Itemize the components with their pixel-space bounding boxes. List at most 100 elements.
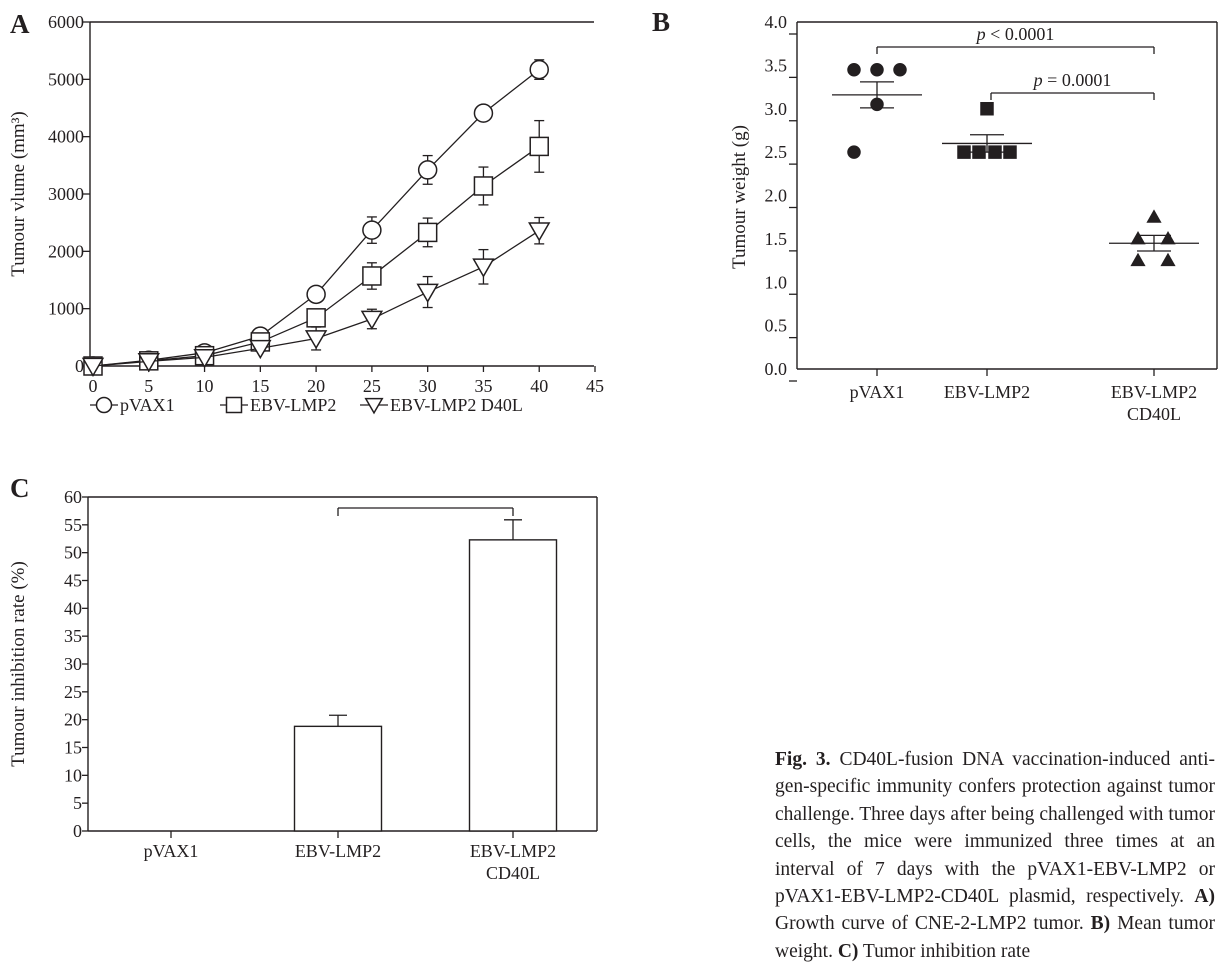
panel-label-b: B — [652, 7, 670, 37]
legend-marker-triangle-down — [364, 397, 384, 415]
y-tick-label-b: 1.5 — [765, 229, 788, 249]
data-point-triangle-down — [528, 222, 551, 242]
data-point-triangle-down — [81, 357, 105, 377]
caption-c-text: Tumor inhibition rate — [858, 940, 1031, 962]
y-axis-label-b: Tumour weight (g) — [729, 125, 750, 269]
y-tick-label-c: 50 — [64, 543, 82, 563]
x-tick-label-a: 0 — [89, 376, 98, 396]
y-tick-label-a: 6000 — [48, 12, 84, 32]
p-value: = 0.0001 — [1043, 70, 1112, 90]
p-value: < 0.0001 — [986, 24, 1055, 44]
y-tick-label-c: 20 — [64, 710, 82, 730]
y-tick-label-c: 0 — [73, 821, 82, 841]
caption-a-text: Growth curve of CNE-2-LMP2 tumor. — [775, 913, 1091, 935]
y-tick-label-b: 0.0 — [765, 359, 788, 379]
y-tick-label-c: 45 — [64, 571, 82, 591]
y-tick-label-a: 3000 — [48, 184, 84, 204]
y-tick-label-b: 2.0 — [765, 186, 788, 206]
x-category-label-c: EBV-LMP2 — [295, 841, 381, 861]
x-tick-label-a: 20 — [307, 376, 325, 396]
caption-b-label: B) — [1090, 913, 1111, 935]
data-point-triangle — [1160, 231, 1176, 245]
y-tick-label-a: 5000 — [48, 69, 84, 89]
data-point-circle — [362, 220, 382, 240]
caption-c-label: C) — [837, 940, 859, 962]
y-tick-label-b: 0.5 — [765, 316, 788, 336]
x-category-label-b: pVAX1 — [850, 382, 905, 402]
y-tick-label-c: 5 — [73, 793, 82, 813]
data-point-triangle — [1130, 252, 1146, 267]
data-point-triangle-down — [360, 310, 384, 330]
panel-b-scatter-chart: 0.0 0.5 1.0 1.5 2.0 2.5 3.0 3.5 4.0 pVAX1 EBV-LMP2… — [729, 12, 1218, 424]
y-tick-label-c: 40 — [64, 598, 82, 618]
y-tick-label-c: 25 — [64, 682, 82, 702]
data-point-circle — [847, 145, 861, 159]
data-point-square — [417, 222, 438, 243]
data-point-triangle-down — [249, 339, 272, 360]
x-tick-label-a: 5 — [144, 376, 153, 396]
panel-label-a: A — [10, 9, 30, 39]
figure-canvas: A B C 0 1000 2000 3000 4000 5000 6000 0 5 10 15 20 2… — [8, 7, 1218, 883]
x-category-label-c-line2: CD40L — [486, 863, 540, 883]
significance-annotation-b: p = 0.0001 — [1032, 70, 1112, 90]
x-category-label-b-line2: CD40L — [1127, 404, 1181, 424]
y-tick-label-c: 35 — [64, 626, 82, 646]
data-point-circle — [529, 59, 549, 80]
legend-marker-square — [225, 396, 243, 414]
legend-label-a: EBV-LMP2 — [250, 395, 336, 415]
x-category-label-b: EBV-LMP2 — [1111, 382, 1197, 402]
x-tick-label-a: 10 — [196, 376, 214, 396]
x-category-label-c: pVAX1 — [144, 841, 199, 861]
bar-c — [293, 725, 383, 832]
data-point-triangle-down — [304, 330, 328, 350]
y-tick-label-b: 1.0 — [765, 272, 788, 292]
y-tick-label-c: 15 — [64, 738, 82, 758]
data-point-triangle-down — [193, 349, 216, 369]
legend-label-a: EBV-LMP2 D40L — [390, 395, 523, 415]
y-tick-label-b: 3.5 — [765, 55, 788, 75]
y-tick-label-a: 1000 — [48, 299, 84, 319]
data-point-square — [972, 145, 986, 159]
x-category-label-c: EBV-LMP2 — [470, 841, 556, 861]
figure-caption: Fig. 3. CD40L-fusion DNA vaccination-ind… — [775, 746, 1215, 965]
data-point-circle — [473, 103, 494, 123]
data-point-square — [957, 145, 971, 159]
legend-marker-circle — [95, 396, 113, 414]
p-symbol: p — [975, 24, 986, 44]
p-symbol: p — [1032, 70, 1043, 90]
y-tick-label-b: 3.0 — [765, 99, 788, 119]
data-point-circle — [847, 62, 861, 77]
y-tick-label-b: 4.0 — [765, 12, 788, 32]
panel-c-bar-chart: 0 5 10 15 20 25 30 35 40 45 50 55 60 pVAX1 EBV-LMP2 EBV… — [8, 487, 598, 883]
data-point-square — [1003, 145, 1017, 159]
y-tick-label-a: 0 — [75, 356, 84, 376]
data-point-circle — [870, 62, 884, 77]
y-tick-label-a: 4000 — [48, 127, 84, 147]
panel-a-line-chart: 0 1000 2000 3000 4000 5000 6000 0 5 10 15 20 25 30 35 4… — [8, 12, 604, 415]
panel-label-c: C — [10, 473, 30, 503]
data-point-square — [306, 308, 326, 328]
y-tick-label-a: 2000 — [48, 241, 84, 261]
y-tick-label-c: 55 — [64, 515, 82, 535]
x-tick-label-a: 25 — [363, 376, 381, 396]
y-axis-label-a: Tumour vlume (mm³) — [8, 111, 29, 276]
x-tick-label-a: 15 — [251, 376, 269, 396]
data-point-triangle-down — [416, 283, 439, 303]
data-point-square — [529, 136, 549, 157]
x-tick-label-a: 40 — [530, 376, 548, 396]
data-point-triangle — [1160, 252, 1176, 267]
data-point-circle — [306, 284, 326, 305]
data-point-triangle — [1130, 231, 1146, 245]
caption-figure-label: Fig. 3. — [775, 749, 831, 770]
data-point-square — [362, 266, 382, 286]
x-category-label-b: EBV-LMP2 — [944, 382, 1030, 402]
caption-a-label: A) — [1194, 886, 1215, 908]
x-tick-label-a: 45 — [586, 376, 604, 396]
bar-c — [468, 539, 558, 832]
data-point-square — [473, 176, 494, 196]
y-tick-label-c: 10 — [64, 765, 82, 785]
x-tick-label-a: 35 — [474, 376, 492, 396]
caption-text: CD40L-fusion DNA vaccination-induced ant… — [775, 749, 1215, 908]
y-axis-label-c: Tumour inhibition rate (%) — [8, 561, 29, 767]
data-point-circle — [417, 160, 438, 180]
